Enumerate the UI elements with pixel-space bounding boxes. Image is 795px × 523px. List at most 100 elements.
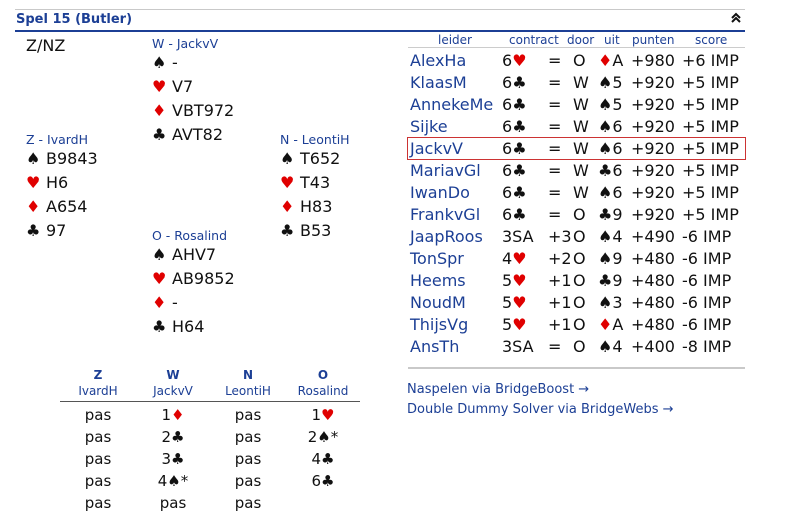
hand-south-hearts: ♥ H6	[26, 171, 98, 195]
spade-suit-icon: ♠	[598, 139, 613, 158]
diamond-suit-icon: ♦	[598, 51, 613, 70]
bidding-header-divider	[60, 401, 360, 402]
lead-card: 3	[612, 293, 623, 312]
leader-link[interactable]: KlaasM	[410, 73, 467, 92]
club-suit-icon: ♣	[598, 161, 613, 180]
spade-suit-icon: ♠	[598, 183, 613, 202]
contract-level: 6	[502, 161, 513, 180]
lead-card: A	[612, 51, 624, 70]
points: +480	[631, 293, 675, 312]
lead-card: 4	[612, 337, 623, 356]
spade-suit-icon: ♠	[598, 337, 613, 356]
header-contract: contract	[509, 33, 559, 47]
declarer: O	[573, 271, 586, 290]
spade-suit-icon: ♠	[598, 73, 613, 92]
leader-link[interactable]: TonSpr	[410, 249, 464, 268]
highlighted-row-outline	[407, 137, 746, 160]
bid-cell: 6♣	[285, 472, 361, 490]
heart-suit-icon: ♥	[152, 77, 167, 96]
hand-east-clubs: ♣ H64	[152, 315, 235, 339]
spade-suit-icon: ♠	[26, 149, 41, 168]
contract-level: 5	[502, 293, 513, 312]
cards-north-diamonds: H83	[300, 197, 333, 216]
leader-link[interactable]: AnnekeMe	[410, 95, 494, 114]
contract: 6♣	[502, 138, 527, 160]
lead-card: A	[612, 315, 624, 334]
points: +920	[631, 73, 675, 92]
hand-east: O - Rosalind ♠ AHV7 ♥ AB9852 ♦ - ♣ H64	[152, 228, 235, 339]
lead-card: 6	[612, 161, 623, 180]
club-suit-icon: ♣	[512, 205, 527, 224]
bidding-direction: O	[317, 368, 329, 382]
club-suit-icon: ♣	[171, 450, 185, 468]
spade-suit-icon: ♠	[598, 227, 613, 246]
bid-cell: 2♠*	[285, 428, 361, 446]
imp-score: -6 IMP	[682, 271, 732, 290]
result: =	[548, 51, 562, 70]
opening-lead: ♦A	[598, 50, 623, 72]
club-suit-icon: ♣	[512, 117, 527, 136]
club-suit-icon: ♣	[512, 95, 527, 114]
results-footer-divider	[408, 367, 745, 369]
hand-south-diamonds: ♦ A654	[26, 195, 98, 219]
hand-south-spades: ♠ B9843	[26, 147, 98, 171]
bidding-header-n: N LeontiH	[210, 368, 286, 398]
leader-link[interactable]: MariavGl	[410, 161, 481, 180]
spade-suit-icon: ♠	[167, 472, 181, 490]
points: +920	[631, 139, 675, 158]
chevrons-up-icon[interactable]	[730, 12, 742, 27]
header-lead: uit	[604, 33, 620, 47]
contract-level: 6	[502, 73, 513, 92]
points: +480	[631, 315, 675, 334]
cards-east-clubs: H64	[172, 317, 205, 336]
bid-cell: pas	[60, 406, 136, 424]
diamond-suit-icon: ♦	[598, 315, 613, 334]
opening-lead: ♠4	[598, 226, 623, 248]
dealer-vulnerability: Z/NZ	[26, 36, 66, 55]
leader-link[interactable]: Sijke	[410, 117, 448, 136]
leader-link[interactable]: FrankvGl	[410, 205, 481, 224]
bridgeboost-link[interactable]: Naspelen via BridgeBoost →	[407, 382, 590, 397]
diamond-suit-icon: ♦	[280, 197, 295, 216]
result-row: IwanDo 6♣ = W ♠6 +920 +5 IMP	[408, 182, 745, 204]
header-leader: leider	[438, 33, 472, 47]
leader-link[interactable]: JaapRoos	[410, 227, 483, 246]
contract: 3SA	[502, 226, 534, 248]
bid-text: pas	[84, 450, 112, 468]
contract: 6♣	[502, 160, 527, 182]
header-score: score	[695, 33, 728, 47]
leader-link[interactable]: NoudM	[410, 293, 466, 312]
bid-cell: 2♣	[135, 428, 211, 446]
leader-link[interactable]: AnsTh	[410, 337, 460, 356]
declarer: O	[573, 293, 586, 312]
contract-level: 6	[502, 117, 513, 136]
result-row: Heems 5♥ +1 O ♣9 +480 -6 IMP	[408, 270, 745, 292]
contract-level: 5	[502, 271, 513, 290]
leader-link[interactable]: ThijsVg	[410, 315, 469, 334]
imp-score: +5 IMP	[682, 161, 739, 180]
cards-west-clubs: AVT82	[172, 125, 223, 144]
leader-link[interactable]: Heems	[410, 271, 466, 290]
imp-score: +6 IMP	[682, 51, 739, 70]
bid-text: pas	[84, 406, 112, 424]
result-row: JaapRoos 3SA +3 O ♠4 +490 -6 IMP	[408, 226, 745, 248]
double-dummy-solver-link[interactable]: Double Dummy Solver via BridgeWebs →	[407, 402, 674, 417]
hand-west-hearts: ♥ V7	[152, 75, 234, 99]
result: =	[548, 139, 562, 158]
spade-suit-icon: ♠	[152, 245, 167, 264]
opening-lead: ♣9	[598, 270, 623, 292]
opening-lead: ♠3	[598, 292, 623, 314]
hand-west-diamonds: ♦ VBT972	[152, 99, 234, 123]
leader-link[interactable]: AlexHa	[410, 51, 467, 70]
leader-link[interactable]: IwanDo	[410, 183, 470, 202]
leader-link[interactable]: JackvV	[410, 139, 463, 158]
cards-south-hearts: H6	[46, 173, 69, 192]
contract-level: 4	[502, 249, 513, 268]
declarer: O	[573, 205, 586, 224]
hand-west-clubs: ♣ AVT82	[152, 123, 234, 147]
bid-text: 4	[157, 472, 168, 490]
contract-level: 6	[502, 51, 513, 70]
contract: 5♥	[502, 270, 527, 292]
contract-level: 5	[502, 315, 513, 334]
board-title: Spel 15 (Butler)	[16, 12, 133, 27]
